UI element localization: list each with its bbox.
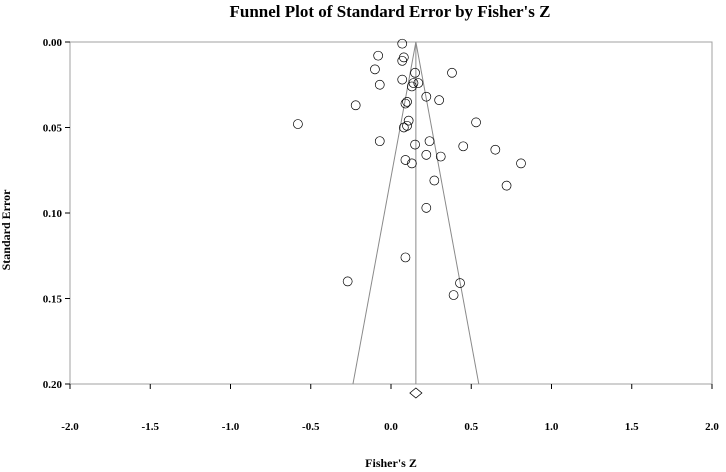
- study-point: [397, 38, 408, 49]
- study-point: [435, 151, 446, 162]
- x-tick-label: -1.5: [142, 421, 160, 433]
- x-tick-label: -1.0: [222, 421, 240, 433]
- x-tick-label: 0.0: [384, 421, 398, 433]
- study-point: [471, 117, 481, 128]
- study-point: [410, 139, 420, 150]
- x-tick-label: 1.5: [625, 421, 639, 433]
- study-point: [424, 136, 435, 147]
- y-axis-label: Standard Error: [0, 189, 13, 270]
- study-point: [516, 158, 526, 169]
- study-points: [293, 38, 526, 300]
- funnel-right-line: [415, 41, 480, 385]
- plot-area: [69, 41, 713, 385]
- x-tick-label: 1.0: [545, 421, 559, 433]
- study-point: [373, 50, 384, 61]
- x-tick-label: 2.0: [705, 421, 719, 433]
- x-axis-label: Fisher's Z: [365, 456, 417, 470]
- study-point: [402, 96, 412, 107]
- study-point: [458, 141, 469, 152]
- y-tick-label: 0.10: [43, 208, 63, 220]
- study-point: [397, 55, 408, 66]
- study-point: [421, 150, 432, 160]
- x-tick-label: -0.5: [302, 421, 320, 433]
- y-tick-label: 0.00: [43, 37, 63, 49]
- study-point: [421, 91, 432, 102]
- study-point: [407, 158, 417, 169]
- study-point: [400, 252, 411, 263]
- study-point: [447, 67, 457, 78]
- study-point: [293, 119, 303, 129]
- study-point: [398, 122, 409, 133]
- study-point: [374, 79, 385, 90]
- study-point: [490, 144, 501, 155]
- study-point: [434, 95, 444, 105]
- x-tick-label: -2.0: [61, 421, 79, 433]
- study-point: [448, 290, 459, 300]
- x-tick-label: 0.5: [464, 421, 478, 433]
- study-point: [455, 278, 465, 288]
- y-axis: 0.00 0.05 0.10 0.15 0.20: [43, 37, 70, 391]
- funnel-left-line: [352, 41, 417, 385]
- study-point: [407, 81, 417, 92]
- y-tick-label: 0.15: [43, 294, 63, 306]
- study-point: [410, 67, 420, 78]
- study-point: [370, 64, 380, 75]
- chart-title: Funnel Plot of Standard Error by Fisher'…: [230, 2, 551, 21]
- study-point: [397, 74, 408, 85]
- study-point: [421, 203, 432, 213]
- study-point: [374, 136, 385, 147]
- study-point: [350, 100, 361, 111]
- study-point: [400, 155, 411, 165]
- study-point: [413, 78, 424, 88]
- y-tick-label: 0.20: [43, 379, 63, 391]
- x-axis: -2.0 -1.5 -1.0 -0.5 0.0 0.5 1.0 1.5 2.0: [61, 384, 719, 433]
- study-point: [402, 120, 412, 131]
- study-point: [403, 115, 414, 126]
- pooled-estimate-diamond: [409, 387, 423, 399]
- study-point: [400, 98, 411, 109]
- study-point: [342, 276, 353, 287]
- study-point: [501, 180, 512, 191]
- y-tick-label: 0.05: [43, 123, 63, 135]
- funnel-lines: [352, 41, 480, 385]
- study-point: [429, 175, 440, 186]
